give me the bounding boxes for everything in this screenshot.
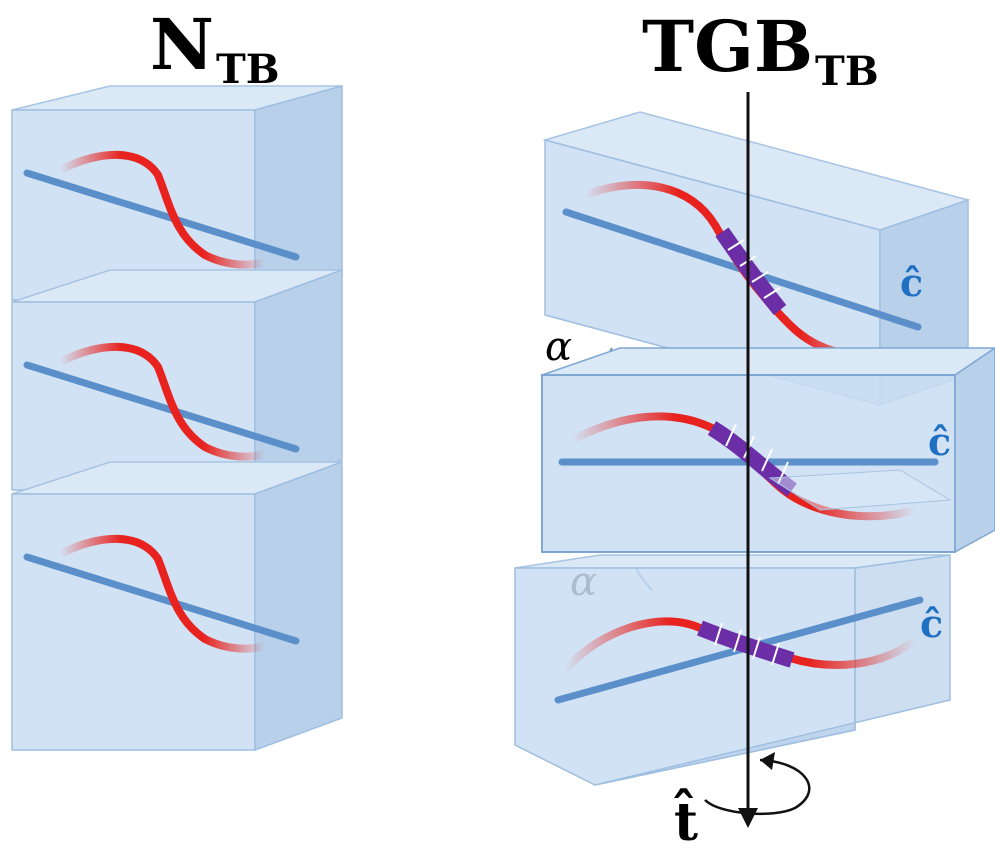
c-hat-label-top: ĉ: [900, 260, 923, 305]
slab-side-face: [594, 554, 951, 786]
c-hat-label-middle: ĉ: [928, 419, 951, 464]
slab-side-face: [254, 268, 343, 492]
rotation-arrow: [704, 758, 811, 816]
bent-core-molecule: [56, 150, 269, 269]
c-hat-label-bottom: ĉ: [920, 601, 943, 646]
helix-stripes: [714, 622, 780, 666]
axis-arrowhead: [738, 808, 758, 828]
molecule-axis: [23, 169, 300, 261]
molecule-axis: [23, 553, 300, 645]
t-hat-label: t̂: [674, 789, 698, 846]
title-ntb-main: N: [150, 3, 214, 86]
ntb-slab-middle: [11, 268, 343, 492]
title-ntb: NTB: [150, 10, 280, 90]
helix-segment: [697, 620, 795, 668]
alpha-label-upper: α: [545, 324, 572, 370]
bent-core-molecule: [56, 534, 269, 653]
slab-side-face: [254, 85, 343, 301]
slab-front-face: [514, 567, 856, 786]
tgbtb-slab-bottom: ĉ: [514, 554, 951, 786]
slab-side-face: [954, 347, 995, 554]
helix-stripes: [727, 239, 781, 299]
title-tgbtb-subscript: TB: [815, 48, 879, 95]
ntb-slab-top: [11, 85, 343, 301]
inner-plane: [768, 469, 952, 511]
molecule-axis: [23, 361, 300, 453]
tgbtb-slab-middle: ĉ: [541, 347, 995, 554]
helix-segment: [715, 227, 787, 315]
ntb-slab-bottom: [11, 460, 343, 752]
title-ntb-subscript: TB: [215, 46, 280, 93]
tgbtb-stack: ĉ α ĉ α: [514, 92, 995, 846]
bent-core-molecule: [56, 342, 269, 461]
title-tgbtb: TGBTB: [642, 12, 879, 92]
slab-front-face: [11, 493, 256, 751]
slab-top-face: [541, 347, 995, 376]
title-tgbtb-main: TGB: [642, 5, 814, 88]
slab-side-face: [254, 460, 343, 752]
ntb-stack: [11, 85, 343, 752]
rotation-arrowhead: [760, 752, 775, 770]
